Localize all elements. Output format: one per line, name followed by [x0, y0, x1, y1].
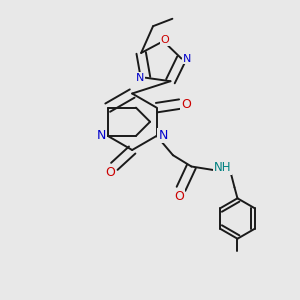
Text: N: N	[183, 54, 191, 64]
Text: O: O	[182, 98, 191, 111]
Text: NH: NH	[214, 161, 231, 174]
Text: O: O	[175, 190, 184, 203]
Text: N: N	[136, 73, 144, 83]
Text: N: N	[97, 129, 106, 142]
Text: N: N	[158, 129, 168, 142]
Text: O: O	[105, 167, 115, 179]
Text: O: O	[160, 34, 169, 45]
